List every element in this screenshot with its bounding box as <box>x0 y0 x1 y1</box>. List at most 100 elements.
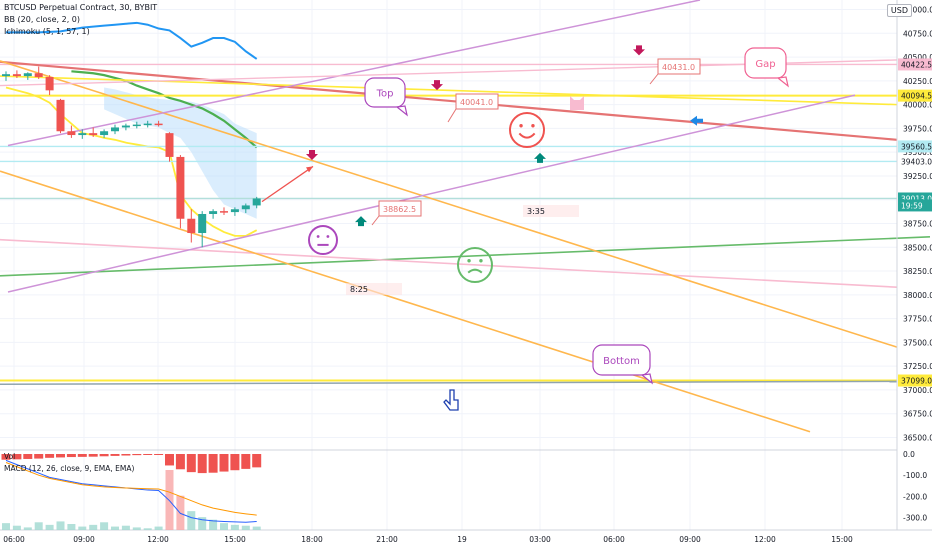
timer-label: 3:35 <box>527 207 545 216</box>
volume-bar <box>111 526 119 530</box>
candle-body <box>132 124 141 127</box>
price-tick-label: 39750.0 <box>903 124 932 133</box>
price-label: 37099.0 <box>901 377 932 386</box>
time-tick-label: 09:00 <box>679 535 701 544</box>
macd-histogram-bar <box>143 454 153 455</box>
volume-bar <box>143 528 152 530</box>
macd-legend: MACD (12, 26, close, 9, EMA, EMA) <box>4 464 134 473</box>
trendline <box>7 94 856 293</box>
price-tick-label: 40750.0 <box>903 29 932 38</box>
volume-bar <box>2 523 10 530</box>
volume-bar <box>45 524 54 530</box>
volume-bar <box>56 521 65 530</box>
macd-histogram-bar <box>132 454 142 456</box>
price-tick-label: 36500.0 <box>903 433 932 442</box>
callout-pointer <box>649 73 659 85</box>
time-tick-label: 15:00 <box>831 535 853 544</box>
macd-histogram-bar <box>165 454 174 466</box>
macd-histogram-bar <box>88 454 98 457</box>
price-label-bg <box>898 140 932 153</box>
price-tick-label: 37500.0 <box>903 338 932 347</box>
macd-histogram-bar <box>241 454 251 469</box>
horizontal-level-line <box>0 380 898 385</box>
time-tick-label: 18:00 <box>301 535 323 544</box>
bottom-bubble: Bottom <box>592 344 653 385</box>
hand-cursor-icon <box>443 389 459 411</box>
price-tick-label: 37750.0 <box>903 315 932 324</box>
time-tick-label: 09:00 <box>73 535 95 544</box>
volume-bar <box>187 511 196 530</box>
currency-button[interactable]: USD <box>886 4 912 17</box>
candle-body <box>111 127 119 132</box>
sell-arrow-icon <box>306 149 318 160</box>
price-tick-label: 36750.0 <box>903 410 932 419</box>
price-label: 19:59 <box>901 201 923 210</box>
candle-body <box>220 211 228 213</box>
bb-lower-band <box>5 86 258 237</box>
bottom-bubble-text: Bottom <box>603 356 640 367</box>
time-tick-label: 19 <box>457 535 467 544</box>
buy-arrow-icon <box>355 216 367 227</box>
candle-body <box>154 123 163 126</box>
ichimoku-cloud <box>104 87 257 219</box>
macd-histogram-bar <box>154 454 164 455</box>
macd-histogram-bar <box>45 454 55 458</box>
price-label: 39013.0 <box>901 194 932 203</box>
price-label-bg <box>898 199 932 212</box>
price-tick-label: 38500.0 <box>903 243 932 252</box>
bb-upper-band <box>6 21 258 60</box>
ichimoku-legend[interactable]: Ichimoku (5, 1, 57, 1) <box>4 27 90 36</box>
sell-arrow-icon <box>633 45 645 56</box>
macd-histogram-bar <box>12 454 22 460</box>
macd-histogram-bar <box>252 454 262 468</box>
candle-body <box>187 218 196 234</box>
price-tick-label: 39500.0 <box>903 148 932 157</box>
price-tick-label: 37000.0 <box>903 386 932 395</box>
volume-bar <box>34 522 43 530</box>
macd-histogram-bar <box>66 454 76 458</box>
macd-tick-label: -300.0 <box>903 514 927 523</box>
volume-bar <box>12 525 21 530</box>
price-tick-label: 41000.0 <box>903 6 932 15</box>
trendline <box>0 238 898 289</box>
symbol-legend[interactable]: BTCUSD Perpetual Contract, 30, BYBIT <box>4 3 158 12</box>
candle-body <box>198 213 207 234</box>
price-tick-label: 39250.0 <box>903 172 932 181</box>
projection-arrow-head <box>306 166 313 173</box>
macd-histogram-bar <box>230 454 240 471</box>
top-bubble-text: Top <box>376 89 394 100</box>
candle-body <box>100 131 109 136</box>
macd-tick-label: -200.0 <box>903 492 927 501</box>
macd-histogram-bar <box>99 454 109 457</box>
price-tick-label: 38000.0 <box>903 291 932 300</box>
volume-bar <box>252 526 261 530</box>
callout-pointer <box>447 108 457 123</box>
price-tick-label: 37250.0 <box>903 362 932 371</box>
buy-arrow-icon <box>534 152 546 163</box>
volume-bar <box>132 527 141 530</box>
trendline <box>0 236 931 277</box>
volume-bar <box>230 524 239 530</box>
price-label: 39403.0 <box>901 157 932 166</box>
bb-legend[interactable]: BB (20, close, 2, 0) <box>4 15 80 24</box>
volume-bar <box>67 524 76 530</box>
volume-bar <box>241 525 250 530</box>
macd-tick-label: -100.0 <box>903 471 927 480</box>
volume-bar <box>154 526 163 530</box>
time-tick-label: 15:00 <box>224 535 246 544</box>
candle-body <box>230 209 239 213</box>
price-label: 40094.5 <box>901 92 932 101</box>
sell-arrow-icon <box>431 80 443 91</box>
vol-legend: Vol <box>4 452 15 461</box>
candle-body <box>89 133 98 136</box>
macd-tick-label: 0.0 <box>903 450 915 459</box>
macd-histogram-bar <box>56 454 65 458</box>
time-tick-label: 06:00 <box>3 535 25 544</box>
time-tick-label: 12:00 <box>147 535 169 544</box>
candle-body <box>2 74 10 77</box>
callout-40041-text: 40041.0 <box>460 98 493 107</box>
timer-label: 8:25 <box>350 285 368 294</box>
macd-histogram-bar <box>121 454 131 456</box>
signal-line <box>5 462 257 516</box>
